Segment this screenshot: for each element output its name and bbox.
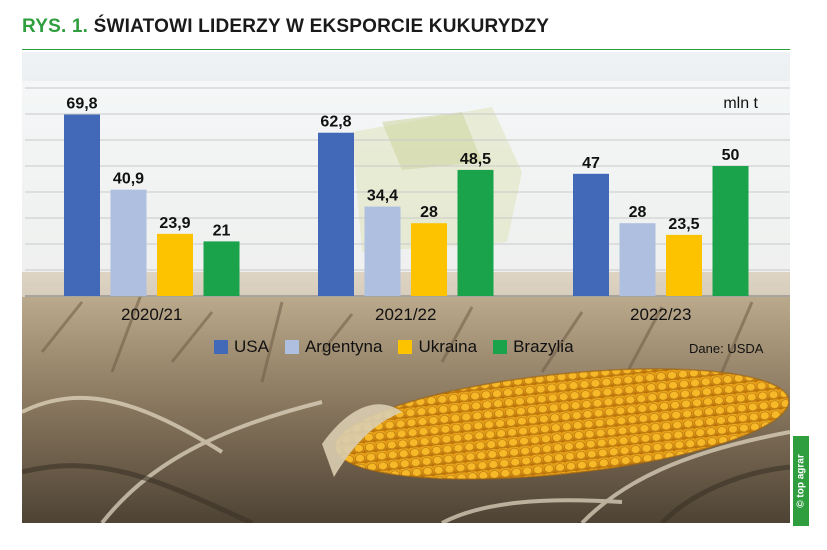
legend-label: Ukraina bbox=[418, 337, 478, 356]
chart-grid bbox=[25, 87, 790, 297]
chart-category-labels: 2020/21 2021/22 2022/23 bbox=[121, 305, 691, 324]
photo-credit: © top agrar bbox=[795, 454, 807, 508]
chart-legend: USA Argentyna Ukraina Brazylia bbox=[214, 337, 590, 357]
bar-ukraina-2021-22 bbox=[411, 223, 447, 296]
figure-number: RYS. 1. bbox=[22, 16, 89, 37]
data-label: 69,8 bbox=[66, 96, 97, 113]
legend-label: USA bbox=[234, 337, 269, 356]
legend-item-ukraina: Ukraina bbox=[398, 337, 477, 357]
legend-swatch bbox=[493, 340, 508, 354]
data-label: 48,5 bbox=[460, 151, 491, 168]
data-label: 34,4 bbox=[367, 188, 398, 205]
chart-bars bbox=[64, 114, 749, 297]
unit-label: mln t bbox=[723, 95, 758, 112]
bar-argentyna-2020-21 bbox=[110, 189, 147, 296]
legend-swatch bbox=[214, 340, 228, 354]
bar-brazylia-2020-21 bbox=[203, 241, 240, 296]
data-label: 23,5 bbox=[668, 216, 699, 233]
bar-usa-2021-22 bbox=[318, 132, 354, 296]
bar-brazylia-2021-22 bbox=[457, 169, 494, 296]
bar-brazylia-2022-23 bbox=[712, 166, 749, 296]
category-label: 2022/23 bbox=[630, 305, 691, 324]
legend-label: Argentyna bbox=[304, 337, 383, 356]
title-rule bbox=[22, 49, 790, 50]
data-label: 50 bbox=[722, 147, 740, 164]
data-label: 21 bbox=[213, 222, 231, 239]
bar-ukraina-2022-23 bbox=[666, 234, 702, 296]
legend-item-usa: USA bbox=[214, 337, 269, 357]
data-label: 40,9 bbox=[113, 171, 144, 188]
bar-usa-2022-23 bbox=[573, 173, 609, 296]
chart-data-labels: 69,8 40,9 23,9 21 62,8 34,4 28 48,5 47 28 23,5 50 bbox=[66, 96, 739, 240]
legend-swatch bbox=[284, 340, 299, 354]
bar-ukraina-2020-21 bbox=[157, 233, 193, 296]
legend-swatch bbox=[398, 340, 413, 354]
bar-argentyna-2022-23 bbox=[619, 223, 656, 296]
data-label: 47 bbox=[582, 155, 600, 172]
legend-item-brazylia: Brazylia bbox=[493, 337, 574, 357]
bar-argentyna-2021-22 bbox=[364, 206, 401, 296]
legend-item-argentyna: Argentyna bbox=[284, 337, 383, 357]
legend-label: Brazylia bbox=[513, 337, 574, 356]
data-label: 28 bbox=[420, 204, 438, 221]
figure-title: RYS. 1. ŚWIATOWI LIDERZY W EKSPORCIE KUK… bbox=[22, 16, 549, 38]
photo-credit-badge: © top agrar bbox=[793, 436, 809, 526]
data-source: Dane: USDA bbox=[689, 341, 764, 356]
category-label: 2020/21 bbox=[121, 305, 182, 324]
data-label: 23,9 bbox=[159, 215, 190, 232]
bar-usa-2020-21 bbox=[64, 114, 100, 297]
data-label: 62,8 bbox=[320, 114, 351, 131]
data-label: 28 bbox=[629, 204, 647, 221]
category-label: 2021/22 bbox=[375, 305, 436, 324]
figure-title-text: ŚWIATOWI LIDERZY W EKSPORCIE KUKURYDZY bbox=[93, 16, 550, 37]
